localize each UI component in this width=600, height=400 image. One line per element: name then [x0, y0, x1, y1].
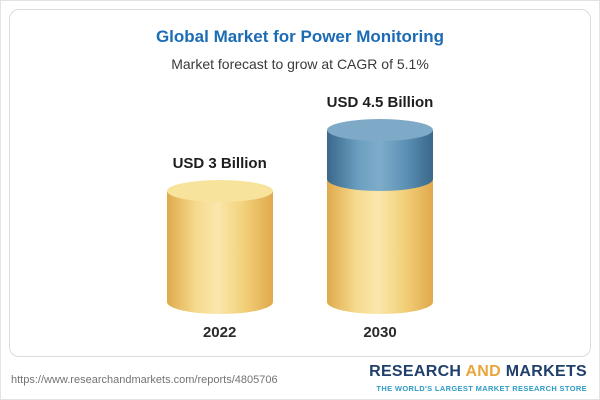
chart-title: Global Market for Power Monitoring — [155, 27, 445, 46]
value-label-2030: USD 4.5 Billion — [326, 93, 434, 111]
bar-group-2030: USD 4.5 Billion 2030 — [327, 94, 434, 343]
logo-tagline: THE WORLD'S LARGEST MARKET RESEARCH STOR… — [376, 384, 587, 393]
cylinder-top-ellipse-2022 — [166, 180, 273, 202]
logo-wordmark: RESEARCH AND MARKETS — [369, 363, 587, 381]
logo-word-research: RESEARCH — [369, 363, 462, 380]
chart-card: Global Market for Power Monitoring Marke… — [9, 9, 591, 357]
report-url: https://www.researchandmarkets.com/repor… — [11, 374, 278, 386]
plot-area: USD 3 Billion 2022 USD 4.5 Billion 2030 — [10, 94, 590, 343]
category-label-2030: 2030 — [363, 324, 397, 341]
footer: https://www.researchandmarkets.com/repor… — [11, 363, 587, 393]
bar-group-2022: USD 3 Billion 2022 — [166, 155, 273, 342]
logo-word-markets: MARKETS — [505, 363, 587, 380]
cylinder-2022 — [166, 180, 273, 314]
cylinder-segment-base-2030 — [327, 179, 433, 314]
cylinder-segment-base-2022 — [166, 191, 273, 314]
research-and-markets-logo: RESEARCH AND MARKETS THE WORLD'S LARGEST… — [369, 363, 587, 393]
cylinder-2030 — [327, 118, 433, 314]
cylinder-top-ellipse-2030 — [327, 118, 433, 141]
category-label-2022: 2022 — [202, 324, 237, 341]
chart-subtitle: Market forecast to grow at CAGR of 5.1% — [171, 56, 429, 72]
value-label-2022: USD 3 Billion — [172, 155, 267, 172]
logo-word-and: AND — [465, 363, 502, 380]
